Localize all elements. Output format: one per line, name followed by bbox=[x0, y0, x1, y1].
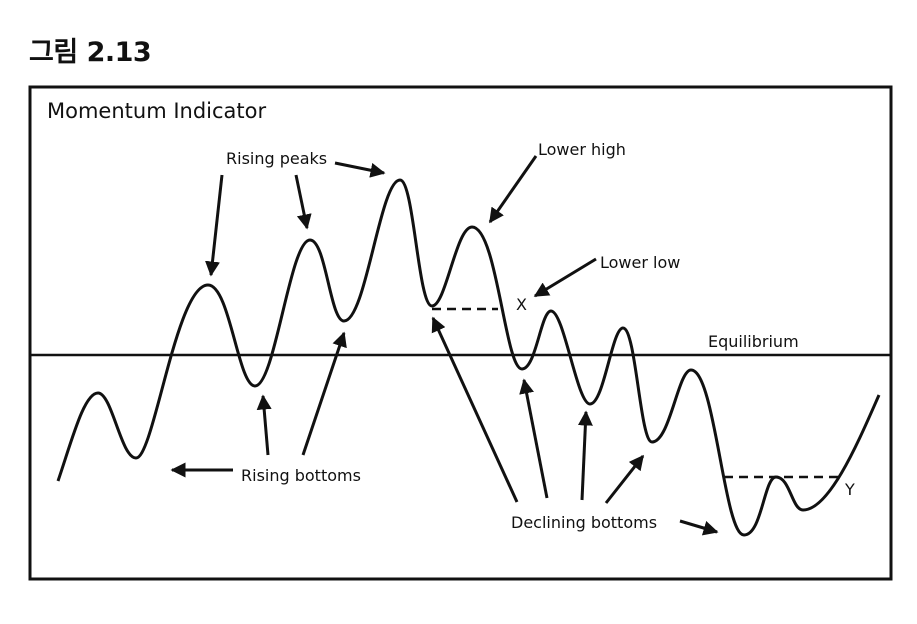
rising-peaks-arrow-3 bbox=[334, 161, 386, 178]
rising-bottoms-label: Rising bottoms bbox=[241, 466, 361, 485]
diagram-frame bbox=[28, 85, 893, 581]
declining-bottoms-arrow-1 bbox=[431, 316, 519, 503]
equilibrium-label: Equilibrium bbox=[708, 332, 799, 351]
declining-bottoms-arrow-5 bbox=[679, 519, 719, 536]
x-marker-label: X bbox=[516, 295, 527, 314]
lower-low-arrow bbox=[533, 257, 597, 298]
declining-bottoms-arrow-4 bbox=[604, 454, 645, 504]
rising-bottoms-arrow-1 bbox=[256, 394, 272, 456]
rising-bottoms-arrow-2 bbox=[301, 331, 347, 456]
figure-label: 그림 2.13 bbox=[29, 37, 152, 68]
rising-peaks-arrow-1 bbox=[205, 174, 224, 277]
rising-peaks-arrow-2 bbox=[294, 174, 312, 230]
lower-low-label: Lower low bbox=[600, 253, 680, 272]
declining-bottoms-arrow-2 bbox=[519, 378, 549, 499]
declining-bottoms-arrow-3 bbox=[577, 410, 593, 501]
momentum-curve bbox=[56, 178, 881, 537]
declining-bottoms-label: Declining bottoms bbox=[511, 513, 657, 532]
y-marker-label: Y bbox=[844, 480, 855, 499]
rising-peaks-label: Rising peaks bbox=[226, 149, 327, 168]
diagram-title: Momentum Indicator bbox=[47, 99, 266, 123]
lower-high-label: Lower high bbox=[538, 140, 626, 159]
lower-high-arrow bbox=[488, 155, 538, 224]
